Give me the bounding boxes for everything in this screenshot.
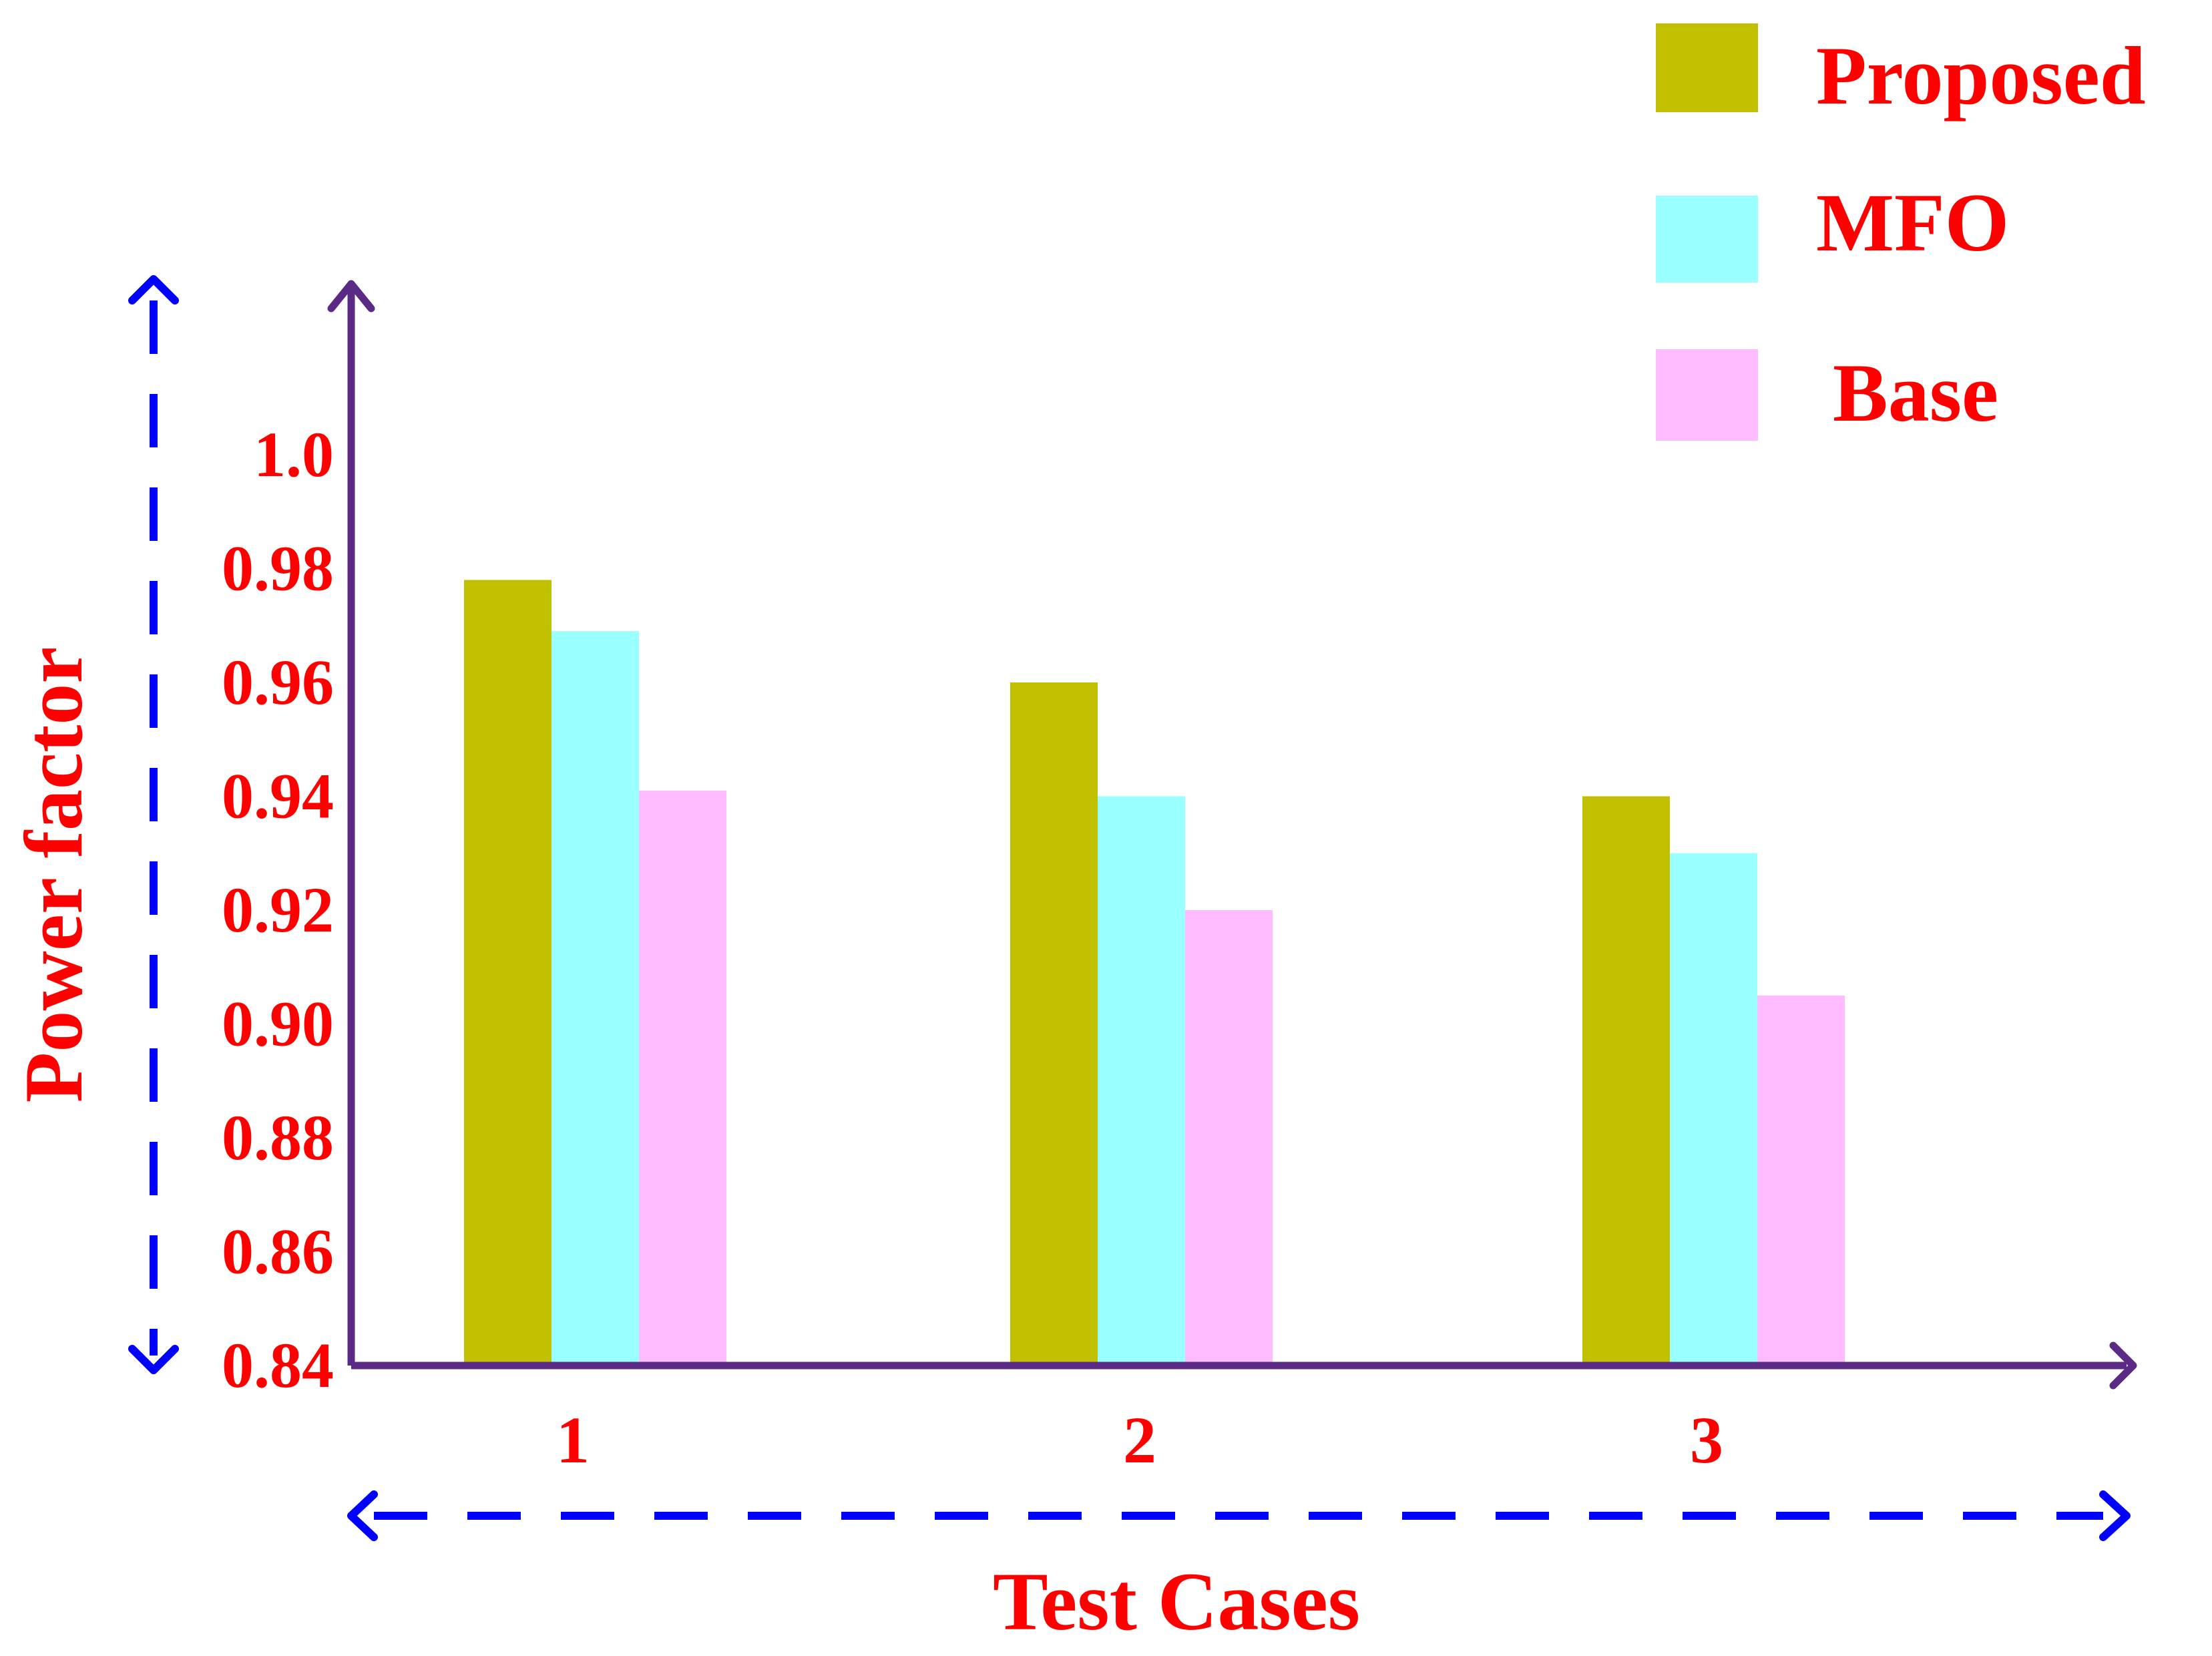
y-tick-label: 1.0 [254, 419, 334, 490]
x-category-label: 3 [1690, 1403, 1723, 1477]
y-tick-label: 0.86 [222, 1216, 334, 1287]
y-dashed-arrow-up-head [128, 275, 179, 304]
y-tick-label: 0.88 [222, 1102, 334, 1173]
x-axis-title: Test Cases [993, 1556, 1360, 1647]
bar-proposed-case-2 [1010, 682, 1098, 1366]
bar-proposed-case-1 [464, 580, 551, 1366]
y-tick-label: 0.92 [222, 874, 334, 946]
legend-label-base: Base [1833, 347, 1998, 439]
y-axis-arrowhead [327, 280, 375, 313]
dashed-arrows-group [128, 275, 2131, 1541]
x-dashed-arrow-left-head [347, 1490, 378, 1541]
y-tick-label: 0.98 [222, 533, 334, 604]
bar-base-case-1 [639, 790, 726, 1366]
x-dashed-arrow-right-head [2099, 1490, 2131, 1541]
legend-swatch-mfo [1656, 196, 1758, 282]
y-ticks-group: 0.84 0.86 0.88 0.90 0.92 0.94 0.96 0.98 1.0 [222, 419, 334, 1401]
y-tick-label: 0.84 [222, 1329, 334, 1401]
axes-group [327, 280, 2137, 1390]
legend-swatch-proposed [1656, 23, 1758, 112]
bar-base-case-2 [1185, 910, 1273, 1366]
legend: Proposed MFO Base [1656, 23, 2146, 441]
bar-mfo-case-3 [1670, 853, 1757, 1366]
legend-label-mfo: MFO [1816, 177, 2009, 268]
y-tick-label: 0.96 [222, 646, 334, 718]
bar-mfo-case-2 [1098, 796, 1185, 1366]
x-axis-arrowhead [2109, 1341, 2137, 1390]
y-tick-label: 0.94 [222, 761, 334, 832]
bar-base-case-3 [1757, 995, 1845, 1366]
bar-mfo-case-1 [551, 631, 639, 1366]
x-category-label: 1 [556, 1403, 590, 1477]
x-categories-group: 1 2 3 [556, 1403, 1723, 1477]
bar-proposed-case-3 [1582, 796, 1670, 1366]
y-dashed-arrow-down-head [128, 1345, 179, 1374]
bars-group [464, 580, 1845, 1366]
legend-label-proposed: Proposed [1816, 30, 2146, 122]
legend-swatch-base [1656, 349, 1758, 441]
x-category-label: 2 [1123, 1403, 1156, 1477]
y-tick-label: 0.90 [222, 988, 334, 1060]
y-axis-title: Power factor [8, 647, 99, 1103]
